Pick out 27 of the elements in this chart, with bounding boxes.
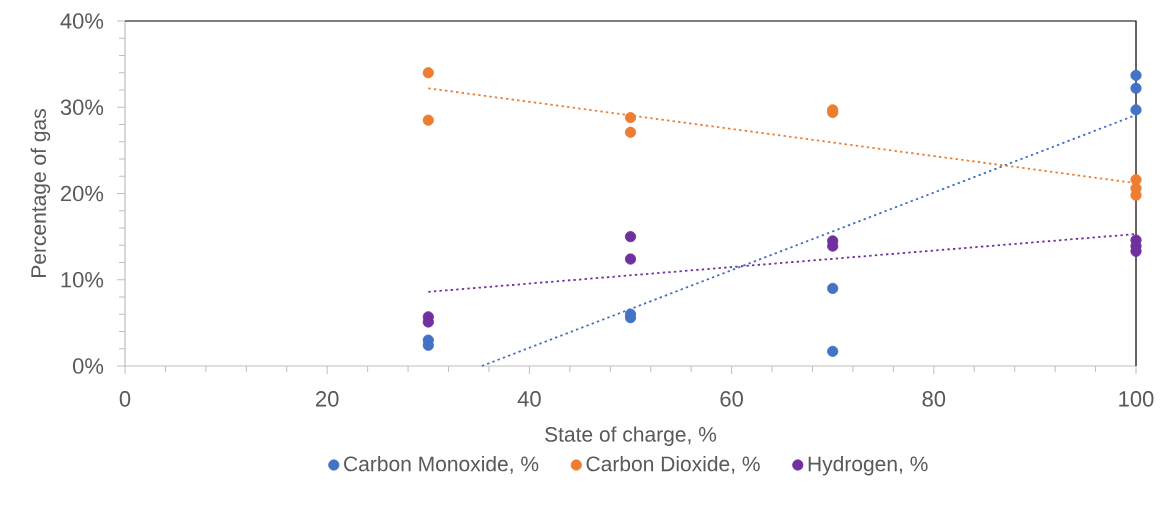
point: [624, 126, 637, 138]
point: [422, 114, 434, 126]
y-tick-label: 30%: [60, 99, 104, 116]
point: [827, 345, 839, 357]
x-axis-title: State of charge, %: [545, 426, 717, 446]
point: [624, 231, 637, 243]
legend-label: Hydrogen, %: [808, 455, 928, 476]
legend-label: Carbon Dioxide, %: [586, 455, 760, 474]
y-tick-label: 0%: [72, 358, 104, 374]
point: [422, 67, 434, 79]
point: [624, 253, 637, 265]
point: [624, 112, 637, 124]
point: [827, 282, 839, 294]
x-tick-label: 40: [517, 391, 541, 407]
legend-label: Carbon Monoxide, %: [344, 455, 539, 474]
y-tick-label: 20%: [61, 185, 104, 202]
x-tick-label: 80: [922, 391, 946, 407]
y-tick-label: 10%: [61, 271, 104, 288]
y-axis-title: Percentage of gas: [30, 109, 51, 278]
point: [1130, 82, 1142, 94]
point: [1130, 104, 1142, 116]
x-tick-label: 0: [119, 391, 131, 407]
point: [1130, 69, 1142, 81]
x-tick-label: 20: [316, 391, 339, 407]
x-tick-label: 60: [720, 391, 743, 407]
x-tick-label: 100: [1119, 391, 1154, 407]
y-tick-label: 40%: [60, 13, 104, 29]
